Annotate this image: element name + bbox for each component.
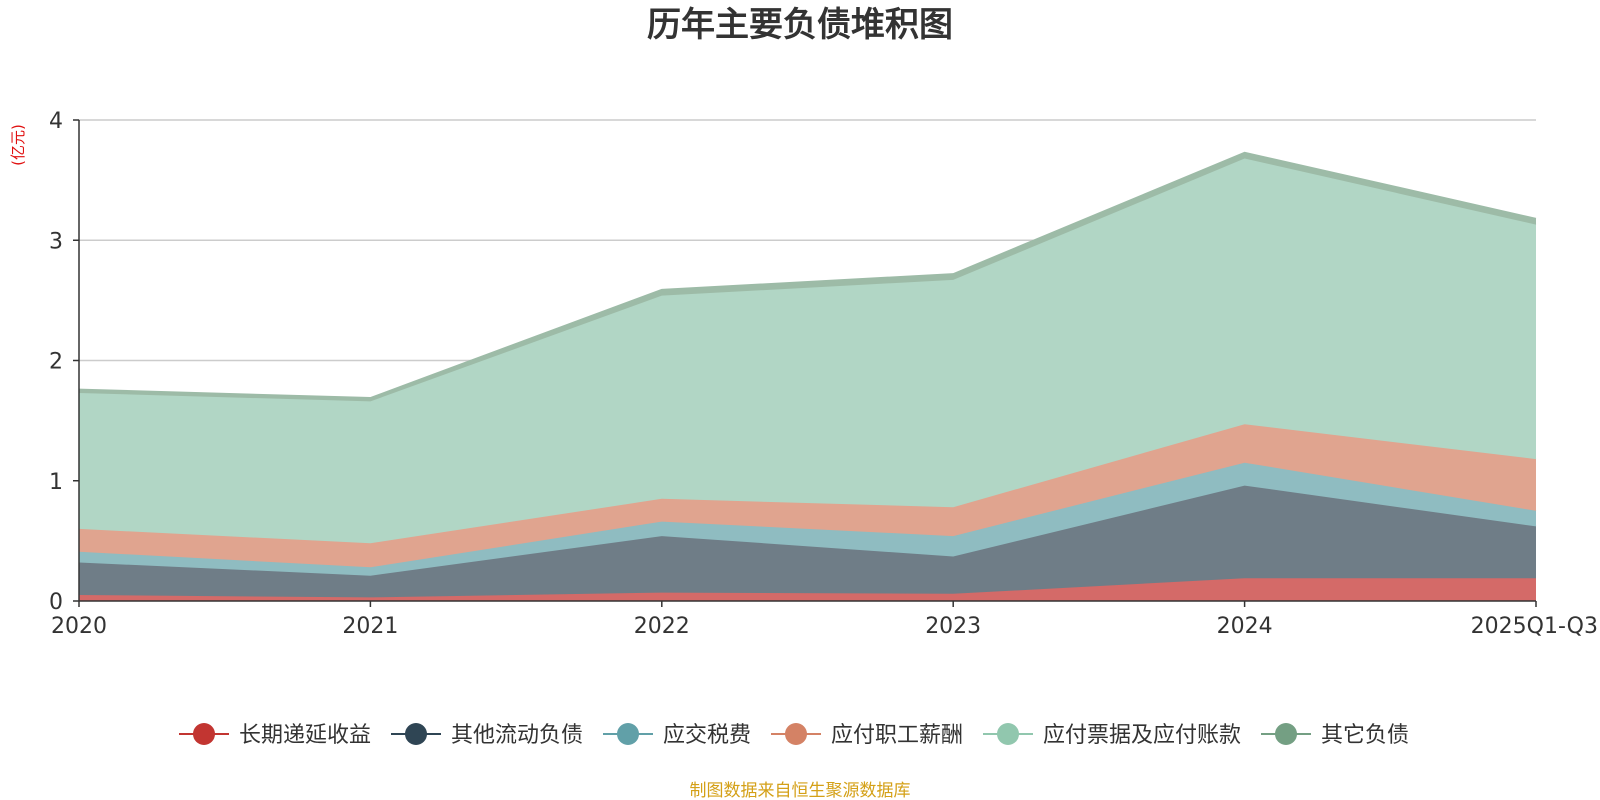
legend-marker-icon [1275,723,1297,745]
y-tick-label: 2 [49,350,63,375]
legend-marker-icon [193,723,215,745]
legend-marker-icon [785,723,807,745]
x-tick-label: 2024 [1217,614,1273,639]
legend-label: 应交税费 [663,723,751,748]
legend-item[interactable]: 其他流动负债 [391,723,583,748]
area-band[interactable] [79,462,1536,576]
area-band[interactable] [79,424,1536,568]
series-5[interactable] [78,151,1537,402]
area-band[interactable] [79,485,1536,598]
legend-label: 其他流动负债 [451,723,583,748]
stacked-areas [78,151,1537,601]
y-tick-label: 1 [49,470,63,495]
y-tick-label: 3 [49,229,63,254]
area-band[interactable] [79,578,1536,601]
x-tick-label: 2020 [51,614,107,639]
legend-item[interactable]: 其它负债 [1261,723,1409,748]
x-axis-ticks: 2020 2021 2022 2023 2024 2025Q1-Q3 [51,601,1598,639]
legend-label: 其它负债 [1321,723,1409,748]
area-top-line [78,151,1537,399]
legend-marker-icon [405,723,427,745]
x-tick-label: 2021 [342,614,398,639]
legend-item[interactable]: 应付职工薪酬 [771,723,963,748]
legend[interactable]: 长期递延收益 其他流动负债 应交税费 应付职工薪酬 应付票据及应付账款 其它负债 [179,723,1409,748]
legend-item[interactable]: 长期递延收益 [179,723,371,748]
legend-marker-icon [617,723,639,745]
x-tick-label: 2022 [634,614,690,639]
y-axis-ticks: 0 1 2 3 4 [49,109,79,615]
y-tick-label: 0 [49,590,63,615]
legend-label: 应付票据及应付账款 [1043,723,1241,748]
data-source-note: 制图数据来自恒生聚源数据库 [690,781,911,800]
legend-item[interactable]: 应付票据及应付账款 [983,723,1241,748]
y-tick-label: 4 [49,109,63,134]
legend-label: 应付职工薪酬 [831,723,963,748]
legend-label: 长期递延收益 [239,723,371,748]
legend-item[interactable]: 应交税费 [603,723,751,748]
y-axis-unit-label: (亿元) [9,124,27,166]
x-tick-label: 2023 [925,614,981,639]
chart-title: 历年主要负债堆积图 [647,5,953,45]
area-band[interactable] [79,158,1536,544]
x-tick-label: 2025Q1-Q3 [1471,614,1598,639]
legend-marker-icon [997,723,1019,745]
